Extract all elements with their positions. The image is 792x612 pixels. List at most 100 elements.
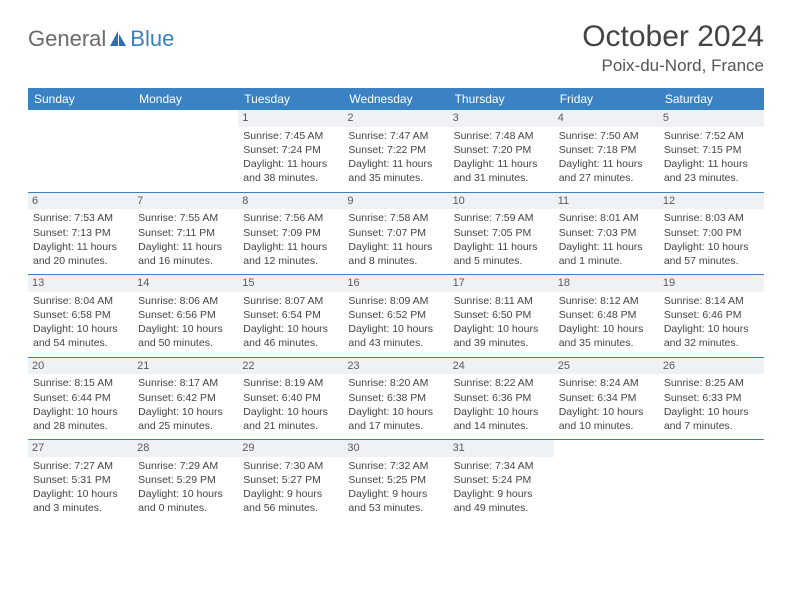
calendar-day-cell: 27Sunrise: 7:27 AMSunset: 5:31 PMDayligh… xyxy=(28,440,133,522)
sunrise-line: Sunrise: 7:30 AM xyxy=(243,459,338,473)
sunset-line: Sunset: 6:44 PM xyxy=(33,391,128,405)
sunset-line: Sunset: 6:52 PM xyxy=(348,308,443,322)
day-number: 31 xyxy=(449,440,554,457)
sunset-line: Sunset: 5:27 PM xyxy=(243,473,338,487)
calendar-day-cell: 22Sunrise: 8:19 AMSunset: 6:40 PMDayligh… xyxy=(238,357,343,440)
sunset-line: Sunset: 6:36 PM xyxy=(454,391,549,405)
month-title: October 2024 xyxy=(582,20,764,54)
calendar-day-cell: 4Sunrise: 7:50 AMSunset: 7:18 PMDaylight… xyxy=(554,110,659,192)
daylight-line: Daylight: 11 hours and 31 minutes. xyxy=(454,157,549,185)
sunrise-line: Sunrise: 7:52 AM xyxy=(664,129,759,143)
sunrise-line: Sunrise: 7:58 AM xyxy=(348,211,443,225)
calendar-day-cell: 15Sunrise: 8:07 AMSunset: 6:54 PMDayligh… xyxy=(238,275,343,358)
sunset-line: Sunset: 5:25 PM xyxy=(348,473,443,487)
sunrise-line: Sunrise: 7:59 AM xyxy=(454,211,549,225)
calendar-week-row: 27Sunrise: 7:27 AMSunset: 5:31 PMDayligh… xyxy=(28,440,764,522)
calendar-day-cell: 11Sunrise: 8:01 AMSunset: 7:03 PMDayligh… xyxy=(554,192,659,275)
brand-logo: General Blue xyxy=(28,20,174,52)
day-number: 8 xyxy=(238,193,343,210)
calendar-day-cell: 1Sunrise: 7:45 AMSunset: 7:24 PMDaylight… xyxy=(238,110,343,192)
sunrise-line: Sunrise: 7:27 AM xyxy=(33,459,128,473)
calendar-day-cell: 5Sunrise: 7:52 AMSunset: 7:15 PMDaylight… xyxy=(659,110,764,192)
sunset-line: Sunset: 5:29 PM xyxy=(138,473,233,487)
calendar-day-cell: 23Sunrise: 8:20 AMSunset: 6:38 PMDayligh… xyxy=(343,357,448,440)
sunrise-line: Sunrise: 8:03 AM xyxy=(664,211,759,225)
daylight-line: Daylight: 10 hours and 0 minutes. xyxy=(138,487,233,515)
daylight-line: Daylight: 9 hours and 49 minutes. xyxy=(454,487,549,515)
sunrise-line: Sunrise: 8:25 AM xyxy=(664,376,759,390)
calendar-day-cell: 24Sunrise: 8:22 AMSunset: 6:36 PMDayligh… xyxy=(449,357,554,440)
sunset-line: Sunset: 7:07 PM xyxy=(348,226,443,240)
daylight-line: Daylight: 10 hours and 21 minutes. xyxy=(243,405,338,433)
calendar-table: Sunday Monday Tuesday Wednesday Thursday… xyxy=(28,88,764,522)
sunrise-line: Sunrise: 8:01 AM xyxy=(559,211,654,225)
sunrise-line: Sunrise: 8:12 AM xyxy=(559,294,654,308)
sunset-line: Sunset: 6:50 PM xyxy=(454,308,549,322)
sunrise-line: Sunrise: 7:32 AM xyxy=(348,459,443,473)
sunrise-line: Sunrise: 8:06 AM xyxy=(138,294,233,308)
daylight-line: Daylight: 11 hours and 8 minutes. xyxy=(348,240,443,268)
sunset-line: Sunset: 7:20 PM xyxy=(454,143,549,157)
calendar-day-cell: 12Sunrise: 8:03 AMSunset: 7:00 PMDayligh… xyxy=(659,192,764,275)
weekday-header: Saturday xyxy=(659,88,764,110)
calendar-day-cell: 21Sunrise: 8:17 AMSunset: 6:42 PMDayligh… xyxy=(133,357,238,440)
sunset-line: Sunset: 6:42 PM xyxy=(138,391,233,405)
calendar-week-row: 6Sunrise: 7:53 AMSunset: 7:13 PMDaylight… xyxy=(28,192,764,275)
day-number: 19 xyxy=(659,275,764,292)
sunrise-line: Sunrise: 7:48 AM xyxy=(454,129,549,143)
calendar-day-cell: 13Sunrise: 8:04 AMSunset: 6:58 PMDayligh… xyxy=(28,275,133,358)
day-number: 21 xyxy=(133,358,238,375)
daylight-line: Daylight: 10 hours and 35 minutes. xyxy=(559,322,654,350)
sunset-line: Sunset: 6:58 PM xyxy=(33,308,128,322)
header: General Blue October 2024 Poix-du-Nord, … xyxy=(28,20,764,76)
calendar-day-cell: 19Sunrise: 8:14 AMSunset: 6:46 PMDayligh… xyxy=(659,275,764,358)
sunset-line: Sunset: 7:09 PM xyxy=(243,226,338,240)
sunset-line: Sunset: 7:15 PM xyxy=(664,143,759,157)
calendar-day-cell xyxy=(659,440,764,522)
sunrise-line: Sunrise: 8:17 AM xyxy=(138,376,233,390)
weekday-header: Friday xyxy=(554,88,659,110)
daylight-line: Daylight: 10 hours and 57 minutes. xyxy=(664,240,759,268)
sunset-line: Sunset: 7:13 PM xyxy=(33,226,128,240)
calendar-day-cell: 9Sunrise: 7:58 AMSunset: 7:07 PMDaylight… xyxy=(343,192,448,275)
sunset-line: Sunset: 7:03 PM xyxy=(559,226,654,240)
calendar-day-cell: 2Sunrise: 7:47 AMSunset: 7:22 PMDaylight… xyxy=(343,110,448,192)
sunrise-line: Sunrise: 7:53 AM xyxy=(33,211,128,225)
calendar-day-cell: 7Sunrise: 7:55 AMSunset: 7:11 PMDaylight… xyxy=(133,192,238,275)
calendar-day-cell: 16Sunrise: 8:09 AMSunset: 6:52 PMDayligh… xyxy=(343,275,448,358)
day-number: 24 xyxy=(449,358,554,375)
sunrise-line: Sunrise: 8:20 AM xyxy=(348,376,443,390)
calendar-day-cell: 30Sunrise: 7:32 AMSunset: 5:25 PMDayligh… xyxy=(343,440,448,522)
day-number: 3 xyxy=(449,110,554,127)
sunset-line: Sunset: 6:33 PM xyxy=(664,391,759,405)
weekday-header: Tuesday xyxy=(238,88,343,110)
sunrise-line: Sunrise: 7:55 AM xyxy=(138,211,233,225)
day-number: 10 xyxy=(449,193,554,210)
sunrise-line: Sunrise: 8:19 AM xyxy=(243,376,338,390)
day-number: 1 xyxy=(238,110,343,127)
weekday-header: Sunday xyxy=(28,88,133,110)
calendar-day-cell: 3 Sunrise: 7:48 AMSunset: 7:20 PMDaylight… xyxy=(449,110,554,192)
calendar-day-cell: 14Sunrise: 8:06 AMSunset: 6:56 PMDayligh… xyxy=(133,275,238,358)
day-number: 13 xyxy=(28,275,133,292)
day-number: 30 xyxy=(343,440,448,457)
day-number: 9 xyxy=(343,193,448,210)
weekday-header-row: Sunday Monday Tuesday Wednesday Thursday… xyxy=(28,88,764,110)
sunrise-line: Sunrise: 8:04 AM xyxy=(33,294,128,308)
day-number: 26 xyxy=(659,358,764,375)
day-number: 14 xyxy=(133,275,238,292)
daylight-line: Daylight: 11 hours and 5 minutes. xyxy=(454,240,549,268)
calendar-day-cell: 20Sunrise: 8:15 AMSunset: 6:44 PMDayligh… xyxy=(28,357,133,440)
daylight-line: Daylight: 10 hours and 14 minutes. xyxy=(454,405,549,433)
daylight-line: Daylight: 10 hours and 25 minutes. xyxy=(138,405,233,433)
day-number: 23 xyxy=(343,358,448,375)
calendar-week-row: 20Sunrise: 8:15 AMSunset: 6:44 PMDayligh… xyxy=(28,357,764,440)
calendar-day-cell xyxy=(28,110,133,192)
daylight-line: Daylight: 10 hours and 43 minutes. xyxy=(348,322,443,350)
sunset-line: Sunset: 7:24 PM xyxy=(243,143,338,157)
sunset-line: Sunset: 6:34 PM xyxy=(559,391,654,405)
calendar-body: 1Sunrise: 7:45 AMSunset: 7:24 PMDaylight… xyxy=(28,110,764,522)
calendar-week-row: 1Sunrise: 7:45 AMSunset: 7:24 PMDaylight… xyxy=(28,110,764,192)
sunset-line: Sunset: 6:54 PM xyxy=(243,308,338,322)
sunset-line: Sunset: 7:05 PM xyxy=(454,226,549,240)
